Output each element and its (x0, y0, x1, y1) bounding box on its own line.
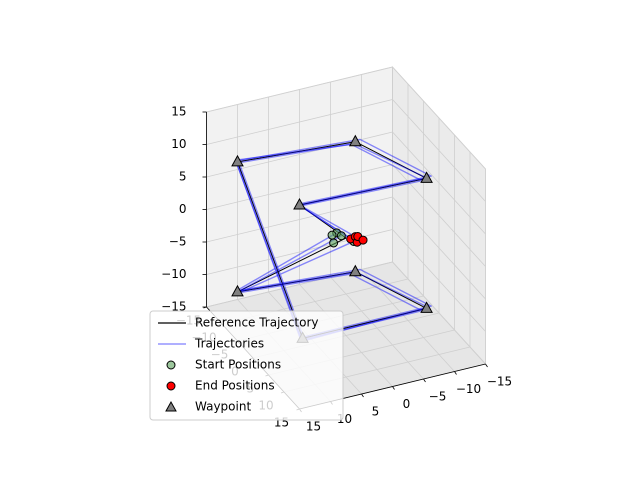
legend-label: Start Positions (195, 358, 281, 372)
y-tick-label: 15 (306, 420, 321, 434)
grid-line (299, 284, 393, 387)
trajectory-line (238, 143, 423, 340)
point (420, 301, 433, 313)
tick-mark (392, 386, 395, 390)
y-tick-label: −10 (456, 382, 481, 396)
trajectory-line (234, 143, 430, 343)
grid-line (206, 261, 393, 308)
legend-label: Waypoint (195, 400, 251, 414)
grid-line (206, 99, 393, 145)
grid-line (392, 99, 486, 202)
legend-label: Reference Trajectory (195, 316, 319, 330)
point (348, 264, 362, 277)
grid-line (206, 66, 393, 113)
tick-mark (361, 393, 364, 398)
grid-line (392, 131, 486, 235)
grid-line (206, 164, 393, 210)
z-tick-label: 15 (171, 105, 186, 119)
z-tick-label: 10 (171, 137, 186, 151)
legend-swatch (166, 360, 176, 370)
grid-line (361, 269, 455, 372)
z-tick-label: −5 (169, 235, 187, 249)
y-tick-label: 0 (403, 397, 411, 411)
point (358, 235, 368, 245)
point (231, 154, 244, 167)
point (231, 284, 244, 297)
legend-swatch (165, 400, 177, 412)
y-tick-label: −5 (429, 390, 447, 404)
legend-label: End Positions (195, 379, 275, 393)
point (420, 171, 433, 183)
grid-line (330, 276, 424, 380)
point (336, 231, 346, 241)
y-tick-label: 5 (372, 405, 380, 419)
point (293, 197, 306, 210)
grid-line (392, 229, 486, 332)
legend-label: Trajectories (194, 337, 264, 351)
y-tick-label: −15 (487, 375, 512, 389)
grid-line (392, 261, 486, 365)
legend-box (149, 310, 344, 421)
z-tick-label: 5 (179, 170, 187, 184)
z-tick-label: −15 (161, 300, 186, 314)
grid-line (392, 66, 486, 170)
legend-swatch (166, 381, 176, 391)
tick-mark (423, 378, 426, 383)
z-tick-label: 0 (179, 202, 187, 216)
grid-line (392, 196, 486, 300)
tick-mark (454, 371, 457, 375)
trajectory-line (237, 141, 428, 339)
point (348, 134, 362, 147)
grid-line (392, 164, 486, 267)
trajectory-line (235, 138, 432, 339)
tick-mark (485, 363, 488, 368)
point (327, 230, 337, 240)
grid-line (206, 131, 393, 178)
z-tick-label: −10 (161, 267, 186, 281)
grid-line (206, 196, 393, 243)
point (329, 238, 339, 248)
